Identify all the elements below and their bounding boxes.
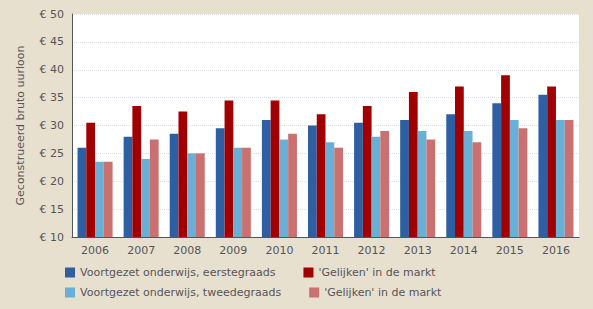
svg-text:Voortgezet onderwijs, eerstegr: Voortgezet onderwijs, eerstegraads: [80, 266, 276, 279]
svg-text:'Gelijken' in de markt: 'Gelijken' in de markt: [318, 266, 436, 279]
svg-text:Geconstrueerd bruto uurloon: Geconstrueerd bruto uurloon: [14, 46, 27, 206]
svg-text:2013: 2013: [404, 244, 432, 257]
svg-text:2012: 2012: [358, 244, 386, 257]
svg-text:'Gelijken' in de markt: 'Gelijken' in de markt: [324, 286, 442, 299]
svg-text:2015: 2015: [496, 244, 524, 257]
svg-text:2006: 2006: [81, 244, 109, 257]
svg-text:€ 20: € 20: [40, 175, 65, 188]
svg-text:2011: 2011: [312, 244, 340, 257]
svg-text:2007: 2007: [127, 244, 155, 257]
svg-text:€ 50: € 50: [40, 8, 65, 21]
svg-text:2014: 2014: [450, 244, 478, 257]
svg-text:2009: 2009: [219, 244, 247, 257]
svg-text:€ 10: € 10: [40, 231, 65, 244]
svg-text:€ 30: € 30: [40, 119, 65, 132]
svg-text:€ 15: € 15: [40, 203, 65, 216]
svg-text:€ 45: € 45: [40, 35, 65, 48]
svg-text:€ 40: € 40: [40, 63, 65, 76]
svg-text:2016: 2016: [542, 244, 570, 257]
svg-text:2008: 2008: [173, 244, 201, 257]
svg-text:€ 35: € 35: [40, 91, 65, 104]
svg-text:2010: 2010: [265, 244, 293, 257]
svg-text:Voortgezet onderwijs, tweedegr: Voortgezet onderwijs, tweedegraads: [80, 286, 281, 299]
svg-text:€ 25: € 25: [40, 147, 65, 160]
